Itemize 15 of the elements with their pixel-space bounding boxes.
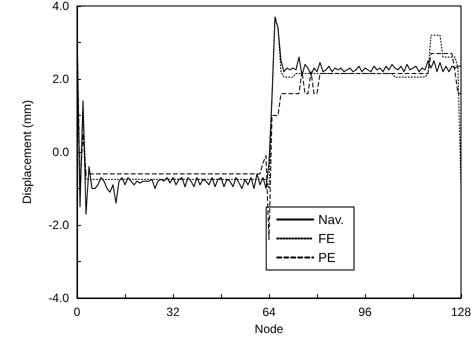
y-tick-label: -2.0 (48, 218, 70, 232)
y-axis-title: Displacement (mm) (20, 100, 34, 204)
x-tick-label: 128 (450, 305, 472, 319)
x-axis-title: Node (254, 322, 284, 336)
x-tick-label: 64 (262, 305, 276, 319)
y-tick-label: -4.0 (48, 291, 70, 305)
y-tick-label: 2.0 (52, 72, 70, 86)
legend-label: FE (318, 231, 336, 246)
legend-label: Nav. (318, 212, 344, 227)
x-tick-label: 32 (166, 305, 180, 319)
legend-label: PE (318, 250, 336, 265)
x-tick-label: 96 (358, 305, 372, 319)
y-tick-label: 0.0 (52, 145, 70, 159)
y-tick-label: 4.0 (52, 0, 70, 13)
x-tick-label: 0 (74, 305, 81, 319)
